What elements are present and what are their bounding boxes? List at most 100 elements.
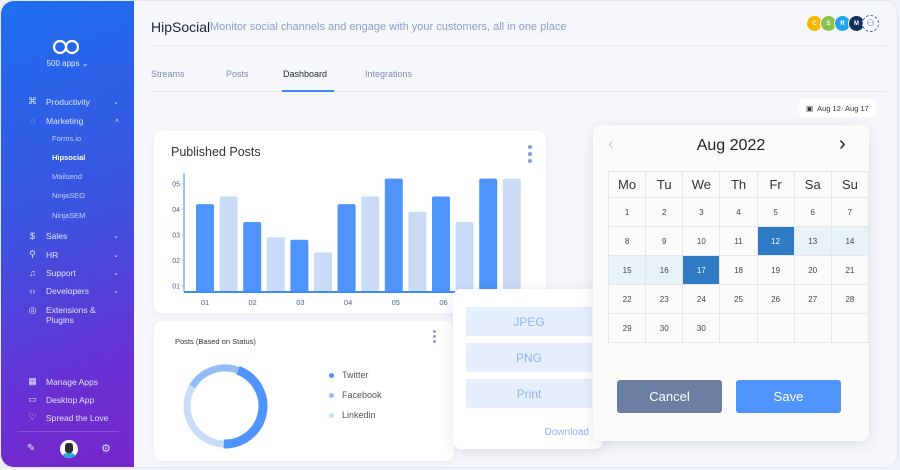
gear-icon[interactable]: ⚙ — [101, 443, 111, 455]
sidebar-sub-hipsocial[interactable]: Hipsocial — [52, 153, 86, 162]
donut-slice-facebook[interactable] — [189, 364, 240, 389]
globe-icon: ◌ — [29, 116, 36, 126]
bar[interactable] — [219, 196, 238, 292]
more-options-icon[interactable] — [528, 145, 532, 163]
sidebar-desktop-app[interactable]: ▭ Desktop App — [28, 394, 95, 405]
calendar-day[interactable]: 7 — [830, 197, 870, 227]
calendar-day[interactable]: 8 — [607, 226, 647, 256]
dollar-icon: $ — [29, 231, 35, 241]
legend-linkedin: Linkedin — [329, 410, 376, 420]
png-option[interactable]: PNG — [466, 343, 592, 372]
sidebar-item-extensions[interactable]: ◎ Extensions & Plugins — [27, 305, 119, 325]
calendar-day[interactable]: 17 — [682, 255, 721, 285]
tab-integrations[interactable]: Integrations — [365, 69, 413, 79]
calendar-day — [756, 313, 795, 343]
calendar-day[interactable]: 21 — [830, 255, 870, 285]
sidebar-item-sales[interactable]: $ Sales ⌄ — [27, 231, 119, 241]
bar[interactable] — [361, 196, 380, 292]
donut-slice-linkedin[interactable] — [183, 384, 224, 448]
calendar-day[interactable]: 19 — [756, 255, 795, 285]
main-content: HipSocial Monitor social channels and en… — [134, 1, 897, 467]
bar[interactable] — [479, 178, 498, 292]
calendar-day[interactable]: 22 — [607, 284, 647, 314]
sidebar-item-support[interactable]: ♫ Support ⌄ — [27, 268, 119, 278]
calendar-day[interactable]: 2 — [645, 197, 684, 227]
chevron-down-icon: ⌄ — [113, 251, 119, 259]
avatar[interactable]: M — [848, 15, 865, 32]
sidebar-item-hr[interactable]: ⚲ HR ⌄ — [27, 249, 119, 260]
add-user-icon[interactable]: ⚇ — [862, 15, 879, 32]
calendar-day[interactable]: 13 — [793, 226, 832, 256]
calendar-day[interactable]: 11 — [719, 226, 758, 256]
calendar-day[interactable]: 15 — [607, 255, 647, 285]
sidebar: 500 apps ⌄ ⌘ Productivity ⌄ ◌ Marketing ˄ Fo… — [1, 1, 134, 467]
bar[interactable] — [502, 178, 521, 292]
x-tick-label: 06 — [439, 298, 447, 307]
y-tick-label: 05 — [172, 182, 180, 189]
calendar-day[interactable]: 20 — [793, 255, 832, 285]
next-month-icon[interactable]: › — [839, 133, 846, 155]
month-title: Aug 2022 — [696, 137, 766, 154]
apps-dropdown[interactable]: 500 apps ⌄ — [46, 59, 89, 68]
save-button[interactable]: Save — [736, 380, 841, 413]
calendar-day[interactable]: 23 — [645, 284, 684, 314]
print-option[interactable]: Print — [466, 379, 592, 408]
calendar-day[interactable]: 25 — [719, 284, 758, 314]
jpeg-option[interactable]: JPEG — [466, 307, 592, 336]
bar[interactable] — [243, 221, 262, 292]
sidebar-item-productivity[interactable]: ⌘ Productivity ⌄ — [28, 96, 119, 107]
calendar-day[interactable]: 9 — [645, 226, 684, 256]
calendar-day[interactable]: 24 — [682, 284, 721, 314]
infinity-logo-icon — [53, 39, 79, 55]
x-tick-label: 05 — [392, 298, 400, 307]
sidebar-sub-ninjaseo[interactable]: NinjaSEO — [52, 191, 85, 200]
cancel-button[interactable]: Cancel — [617, 380, 722, 413]
bar[interactable] — [432, 196, 450, 292]
calendar-day[interactable]: 29 — [607, 313, 647, 343]
more-options-icon[interactable] — [433, 330, 437, 343]
calendar-day[interactable]: 6 — [793, 197, 832, 227]
sidebar-manage-apps[interactable]: ▦ Manage Apps — [28, 376, 98, 387]
tab-streams[interactable]: Streams — [151, 69, 185, 79]
calendar-day[interactable]: 18 — [719, 255, 758, 285]
bar[interactable] — [455, 221, 474, 292]
calendar-day[interactable]: 30 — [682, 313, 721, 343]
bar[interactable] — [337, 204, 356, 292]
rocket-icon[interactable]: ✎ — [27, 443, 36, 454]
calendar-day[interactable]: 14 — [830, 226, 870, 256]
calendar-day[interactable]: 1 — [607, 197, 647, 227]
calendar-day[interactable]: 30 — [645, 313, 684, 343]
prev-month-icon[interactable]: ‹ — [608, 134, 614, 154]
calendar-day[interactable]: 12 — [756, 226, 795, 256]
bar[interactable] — [408, 211, 427, 292]
bar[interactable] — [290, 239, 309, 292]
card-title: Posts (Based on Status) — [175, 337, 256, 346]
sidebar-spread-love[interactable]: ♡ Spread the Love — [28, 412, 109, 423]
download-link[interactable]: Download — [544, 427, 589, 438]
sidebar-item-developers[interactable]: ‹› Developers ⌄ — [27, 286, 120, 296]
avatar[interactable] — [60, 440, 78, 458]
bar[interactable] — [196, 204, 214, 292]
calendar-day[interactable]: 28 — [830, 284, 870, 314]
date-range-picker[interactable]: ▣ Aug 12- Aug 17 — [799, 99, 876, 117]
weekday-label: Mo — [607, 171, 647, 198]
sidebar-sub-ninjasem[interactable]: NinjaSEM — [52, 211, 86, 220]
donut-slice-twitter[interactable] — [223, 366, 268, 449]
calendar-day[interactable]: 3 — [682, 197, 721, 227]
calendar-day[interactable]: 16 — [645, 255, 684, 285]
bar[interactable] — [266, 237, 285, 292]
calendar-day[interactable]: 10 — [682, 226, 721, 256]
sidebar-item-marketing[interactable]: ◌ Marketing ˄ — [27, 116, 119, 126]
calendar-day[interactable]: 26 — [756, 284, 795, 314]
calendar-day[interactable]: 27 — [793, 284, 832, 314]
tab-dashboard[interactable]: Dashboard — [283, 69, 328, 79]
bar[interactable] — [314, 252, 332, 292]
bar[interactable] — [384, 178, 403, 292]
tab-posts[interactable]: Posts — [226, 69, 249, 79]
sidebar-sub-mailsend[interactable]: Mailsend — [52, 172, 83, 181]
calendar-day[interactable]: 4 — [719, 197, 758, 227]
x-tick-label: 01 — [201, 298, 209, 307]
calendar-day[interactable]: 5 — [756, 197, 795, 227]
sidebar-sub-forms[interactable]: Forms.io — [52, 134, 82, 143]
